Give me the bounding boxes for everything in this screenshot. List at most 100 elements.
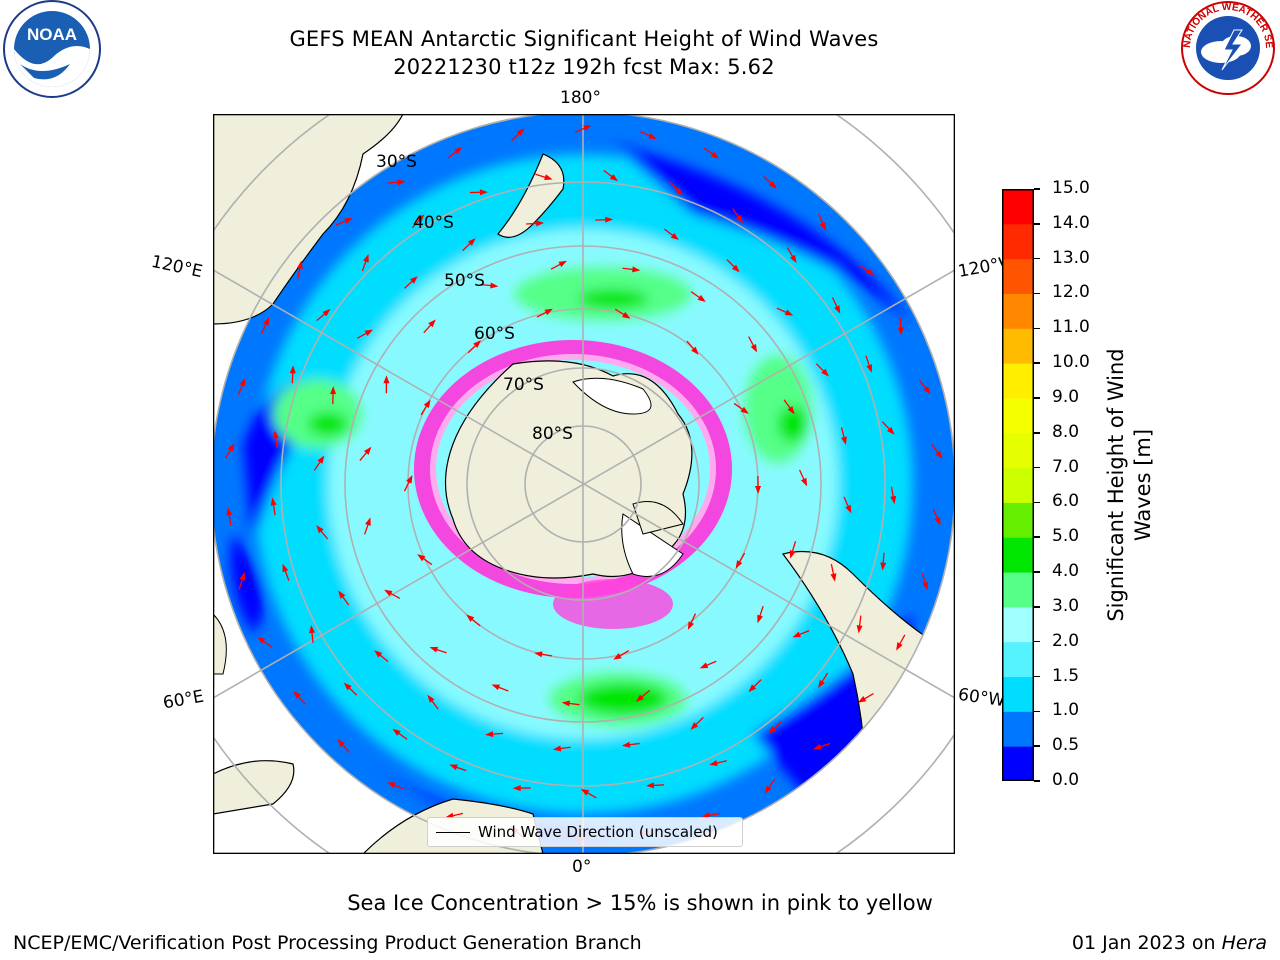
wave-direction-arrowhead: [316, 525, 324, 534]
colorbar-segment: [1002, 432, 1034, 469]
colorbar-segment: [1002, 572, 1034, 608]
wave-direction-arrowhead: [227, 443, 235, 452]
wave-direction-arrowhead: [792, 631, 801, 638]
wave-direction-arrowhead: [363, 446, 372, 455]
colorbar-tick-label: 7.0: [1052, 456, 1080, 477]
wave-direction-arrowhead: [383, 375, 390, 384]
wave-direction-arrowhead: [490, 282, 499, 289]
colorbar-segment: [1002, 328, 1034, 364]
wave-direction-arrowhead: [365, 517, 371, 526]
wave-direction-arrowhead: [813, 743, 822, 750]
noaa-logo: NOAA: [3, 0, 101, 98]
wave-direction-arrowhead: [449, 764, 458, 771]
colorbar-tick-mark: [1034, 292, 1040, 295]
colorbar-segment: [1002, 641, 1034, 678]
wave-direction-arrowhead: [648, 133, 657, 140]
colorbar-segment: [1002, 363, 1034, 399]
colorbar-segment: [1002, 467, 1034, 503]
wave-direction-arrowhead: [535, 220, 545, 227]
wave-direction-arrowhead: [239, 572, 246, 581]
wave-direction-arrowhead: [934, 516, 941, 526]
wave-direction-arrowhead: [428, 319, 436, 328]
wave-direction-arrowhead: [423, 399, 431, 408]
wave-direction-arrowhead: [270, 497, 277, 506]
wave-direction-arrowhead: [466, 614, 475, 622]
colorbar-tick-mark: [1034, 501, 1040, 504]
chart-title: GEFS MEAN Antarctic Significant Height o…: [289, 27, 879, 51]
legend-line-swatch: [436, 831, 470, 833]
wave-direction-arrowhead: [293, 690, 301, 699]
lon-label-60w: 60°W: [956, 684, 1007, 712]
colorbar-tick-mark: [1034, 397, 1040, 399]
lon-label-180: 180°: [560, 88, 601, 108]
wave-direction-arrowhead: [768, 726, 777, 734]
colorbar-tick-label: 12.0: [1052, 282, 1090, 303]
wave-direction-arrowhead: [387, 782, 396, 789]
australia-landmass: [213, 114, 404, 325]
wave-direction-arrowhead: [866, 364, 873, 373]
wave-direction-arrowhead: [485, 731, 494, 738]
colorbar-tick-mark: [1034, 432, 1040, 434]
colorbar-tick-mark: [1034, 710, 1040, 713]
colorbar-tick-label: 9.0: [1052, 386, 1080, 407]
wave-direction-arrowhead: [363, 254, 369, 263]
colorbar-tick-label: 15.0: [1052, 178, 1090, 198]
wave-direction-arrowhead: [645, 782, 655, 789]
colorbar-tick-label: 11.0: [1052, 317, 1090, 338]
polar-map: [213, 114, 955, 854]
chart-subtitle: 20221230 t12z 192h fcst Max: 5.62: [393, 55, 775, 79]
wave-direction-arrowhead: [337, 739, 346, 748]
wave-direction-arrowhead: [479, 189, 488, 196]
wave-direction-arrowhead: [605, 216, 614, 223]
lat-label-70s: 70°S: [503, 375, 544, 395]
wave-direction-arrowhead: [800, 477, 808, 487]
wave-direction-arrowhead: [675, 187, 683, 196]
wave-direction-arrowhead: [789, 254, 797, 264]
wave-direction-arrowhead: [697, 294, 706, 302]
colorbar-tick-label: 5.0: [1052, 526, 1080, 547]
wave-direction-arrowhead: [735, 214, 744, 224]
colorbar-tick-label: 4.0: [1052, 561, 1080, 582]
wave-direction-arrowhead: [709, 760, 718, 766]
colorbar-label: Significant Height of Wind Waves [m]: [1103, 335, 1163, 635]
wave-direction-arrowhead: [923, 386, 931, 395]
colorbar-tick-mark: [1034, 640, 1040, 643]
lon-label-60e: 60°E: [161, 686, 206, 714]
lat-label-80s: 80°S: [532, 424, 573, 444]
lon-label-0: 0°: [572, 857, 592, 877]
wave-direction-arrowhead: [690, 722, 699, 730]
wave-direction-arrowhead: [561, 700, 570, 707]
wave-direction-arrowhead: [866, 268, 875, 276]
wave-direction-arrowhead: [272, 430, 279, 439]
wave-direction-arrowhead: [392, 728, 401, 736]
colorbar-tick-label: 14.0: [1052, 212, 1090, 233]
wave-direction-arrowhead: [309, 624, 315, 634]
wave-direction-arrowhead: [296, 260, 303, 270]
wave-direction-arrowhead: [427, 694, 435, 703]
map-legend: Wind Wave Direction (unscaled): [427, 817, 743, 847]
wave-direction-arrowhead: [429, 646, 439, 653]
colorbar-tick-label: 6.0: [1052, 491, 1080, 512]
wave-direction-arrowhead: [755, 485, 762, 494]
colorbar-segment: [1002, 711, 1034, 747]
wave-direction-arrowhead: [701, 812, 711, 819]
wave-direction-arrowhead: [417, 554, 426, 562]
wave-direction-arrowhead: [322, 308, 331, 317]
colorbar-segment: [1002, 223, 1034, 260]
wave-direction-arrowhead: [845, 504, 852, 514]
wave-direction-arrowhead: [338, 590, 346, 599]
colorbar-tick-mark: [1034, 571, 1040, 573]
wave-direction-arrowhead: [580, 788, 590, 796]
lat-label-40s: 40°S: [413, 213, 454, 233]
wave-direction-arrowhead: [552, 745, 562, 752]
wave-direction-arrowhead: [512, 785, 521, 792]
wave-direction-arrowhead: [473, 340, 481, 348]
colorbar-tick-mark: [1034, 327, 1040, 330]
wave-direction-arrowhead: [257, 636, 266, 644]
wave-direction-arrowhead: [787, 406, 795, 415]
wave-direction-arrowhead: [454, 147, 463, 155]
wave-direction-arrowhead: [239, 377, 246, 387]
graticule: [213, 114, 955, 854]
wave-direction-arrowhead: [789, 550, 796, 559]
wave-direction-arrowhead: [687, 621, 694, 630]
